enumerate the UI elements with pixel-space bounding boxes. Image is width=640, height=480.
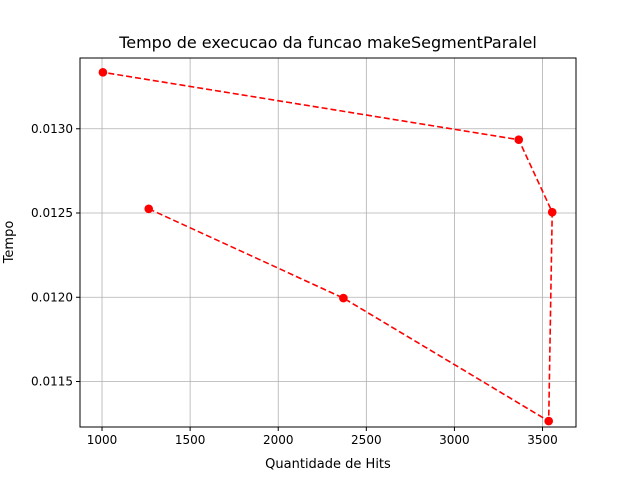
y-tick-label: 0.0125 bbox=[31, 206, 73, 220]
plot-area-frame bbox=[79, 57, 577, 428]
y-tick-label: 0.0115 bbox=[31, 375, 73, 389]
data-series bbox=[98, 68, 557, 426]
x-tick-label: 1000 bbox=[87, 433, 118, 447]
chart-title: Tempo de execucao da funcao makeSegmentP… bbox=[118, 33, 537, 52]
y-tick-label: 0.0120 bbox=[31, 290, 73, 304]
data-point bbox=[98, 68, 108, 77]
data-point bbox=[144, 204, 154, 214]
axis-ticks: 1000 1500 2000 2500 3000 3500 0.0115 0.0120 0.01… bbox=[31, 122, 558, 447]
series-line bbox=[102, 71, 554, 423]
x-axis-label: Quantidade de Hits bbox=[265, 457, 391, 472]
x-tick-label: 3000 bbox=[439, 433, 470, 447]
data-point bbox=[544, 416, 553, 426]
x-tick-label: 1500 bbox=[175, 433, 206, 447]
y-tick-label: 0.0130 bbox=[31, 122, 73, 136]
x-tick-label: 3500 bbox=[527, 433, 558, 447]
data-point bbox=[547, 207, 557, 217]
grid-lines bbox=[80, 58, 576, 427]
x-tick-label: 2500 bbox=[351, 433, 382, 447]
x-tick-label: 2000 bbox=[263, 433, 294, 447]
data-point bbox=[514, 135, 524, 145]
y-axis-label: Tempo bbox=[2, 221, 17, 265]
data-point bbox=[339, 293, 348, 303]
